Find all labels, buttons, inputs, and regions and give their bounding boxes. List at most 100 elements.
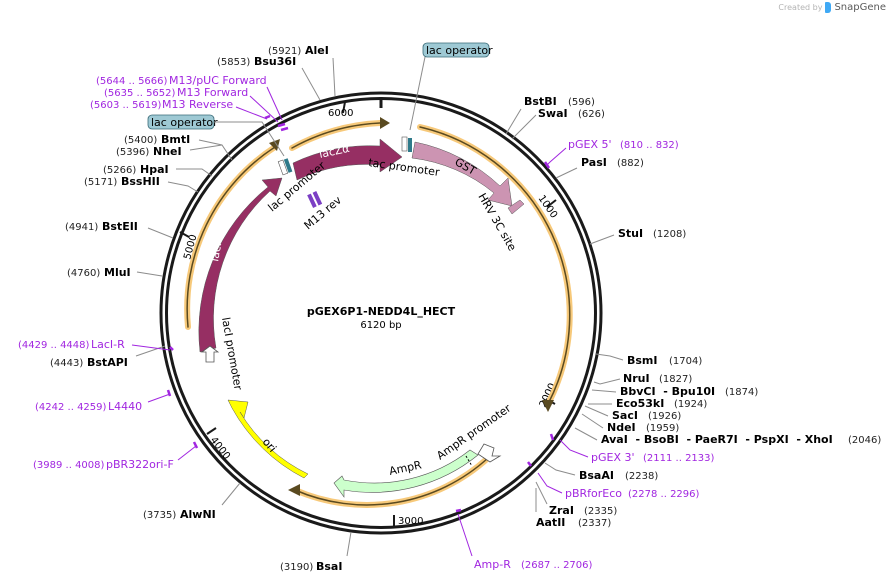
feature-AmpR-promoter[interactable]: [477, 443, 502, 463]
enzyme-BsaI[interactable]: (3190) BsaI: [280, 560, 342, 573]
svg-text:AvaI - BsoBI - PaeR7I - Psp: AvaI - BsoBI - PaeR7I - PspXI - XhoI: [601, 433, 833, 446]
svg-text:(1704): (1704): [669, 356, 702, 367]
svg-text:BsmI: BsmI: [627, 354, 658, 367]
primer-pGEX-3[interactable]: pGEX 3' (2111 .. 2133): [591, 451, 715, 464]
enzyme-NdeI[interactable]: NdeI (1959): [607, 421, 679, 434]
feature-M13-rev-label: M13 rev: [302, 193, 345, 232]
feature-AmpR[interactable]: [333, 449, 479, 498]
svg-text:(1926): (1926): [648, 411, 681, 422]
primer-pBRforEco[interactable]: pBRforEco (2278 .. 2296): [565, 487, 700, 500]
svg-text:AatII: AatII: [536, 516, 565, 529]
svg-text:pGEX 3': pGEX 3': [591, 451, 635, 464]
enzyme-BsmI[interactable]: BsmI (1704): [627, 354, 702, 367]
svg-text:PasI: PasI: [581, 156, 607, 169]
svg-text:(1959): (1959): [646, 423, 679, 434]
primer-M13-Forward[interactable]: (5635 .. 5652) M13 Forward: [104, 86, 248, 99]
plasmid-name: pGEX6P1-NEDD4L_HECT: [307, 305, 456, 318]
lac-operator-label-top[interactable]: lac operator: [422, 42, 493, 58]
svg-text:(810 .. 832): (810 .. 832): [620, 140, 679, 151]
primer-Amp-R[interactable]: Amp-R (2687 .. 2706): [474, 558, 593, 571]
enzyme-SacI[interactable]: SacI (1926): [612, 409, 681, 422]
svg-text:M13 Forward: M13 Forward: [177, 86, 248, 99]
primer-marks-top-left: [264, 114, 289, 132]
feature-lacI-label: lacI: [208, 241, 224, 262]
enzyme-BstAPI[interactable]: (4443) BstAPI: [50, 356, 128, 369]
svg-text:BsaAI: BsaAI: [579, 469, 614, 482]
svg-text:(3735): (3735): [143, 510, 176, 521]
enzyme-BbvCI-Bpu10I[interactable]: BbvCI - Bpu10I (1874): [620, 385, 758, 398]
svg-text:Amp-R: Amp-R: [474, 558, 511, 571]
enzyme-AvaI-XhoI-group[interactable]: AvaI - BsoBI - PaeR7I - PspXI - XhoI (20…: [601, 433, 881, 446]
svg-text:pBRforEco: pBRforEco: [565, 487, 622, 500]
primer-M13-pUC-Forward[interactable]: (5644 .. 5666) M13/pUC Forward: [96, 74, 267, 87]
enzyme-HpaI[interactable]: (5266) HpaI: [103, 163, 169, 176]
enzyme-SwaI[interactable]: SwaI (626): [538, 107, 605, 120]
orf-track: [184, 120, 573, 508]
enzyme-AlwNI[interactable]: (3735) AlwNI: [143, 508, 216, 521]
feature-GST[interactable]: [411, 141, 513, 207]
enzyme-AleI[interactable]: (5921) AleI: [268, 44, 329, 57]
feature-lacI-promoter[interactable]: [200, 345, 220, 363]
feature-lacZa[interactable]: [292, 138, 403, 181]
svg-text:(1208): (1208): [653, 229, 686, 240]
enzyme-NheI[interactable]: (5396) NheI: [116, 145, 182, 158]
svg-text:(5266): (5266): [103, 165, 136, 176]
svg-text:(3989 .. 4008): (3989 .. 4008): [33, 460, 105, 471]
svg-text:(1827): (1827): [659, 374, 692, 385]
svg-text:(5853): (5853): [217, 57, 250, 68]
tick-4000: 4000: [208, 435, 232, 462]
snapgene-logo-icon: [825, 2, 832, 13]
svg-text:StuI: StuI: [618, 227, 643, 240]
primer-L4440[interactable]: (4242 .. 4259) L4440: [35, 400, 142, 413]
primer-pBR322ori-F[interactable]: (3989 .. 4008) pBR322ori-F: [33, 458, 174, 471]
feature-ori[interactable]: [227, 399, 309, 479]
enzyme-Bsu36I[interactable]: (5853) Bsu36I: [217, 55, 296, 68]
svg-text:(5635 .. 5652): (5635 .. 5652): [104, 88, 176, 99]
tick-6000: 6000: [328, 108, 353, 119]
svg-text:MluI: MluI: [104, 266, 131, 279]
svg-text:L4440: L4440: [108, 400, 142, 413]
enzyme-NruI[interactable]: NruI (1827): [623, 372, 692, 385]
svg-text:(5603 .. 5619): (5603 .. 5619): [90, 100, 162, 111]
tac-promoter-mark[interactable]: [401, 136, 412, 152]
lac-promoter-mark[interactable]: [277, 158, 293, 176]
svg-text:(596): (596): [568, 97, 595, 108]
primer-LacI-R[interactable]: (4429 .. 4448) LacI-R: [18, 338, 125, 351]
primer-pGEX-5[interactable]: pGEX 5' (810 .. 832): [568, 138, 679, 151]
svg-text:(2335): (2335): [584, 506, 617, 517]
svg-text:HpaI: HpaI: [140, 163, 169, 176]
primer-M13-Reverse[interactable]: (5603 .. 5619) M13 Reverse: [90, 98, 233, 111]
enzyme-PasI[interactable]: PasI (882): [581, 156, 644, 169]
enzyme-MluI[interactable]: (4760) MluI: [67, 266, 131, 279]
ampr-dashed-marker: [465, 455, 473, 467]
enzyme-BssHII[interactable]: (5171) BssHII: [84, 175, 160, 188]
svg-text:M13/pUC Forward: M13/pUC Forward: [169, 74, 267, 87]
enzyme-BstEII[interactable]: (4941) BstEII: [65, 220, 138, 233]
enzyme-ZraI[interactable]: ZraI (2335): [549, 504, 617, 517]
svg-text:LacI-R: LacI-R: [91, 338, 125, 351]
enzyme-StuI[interactable]: StuI (1208): [618, 227, 686, 240]
svg-text:(5396): (5396): [116, 147, 149, 158]
svg-text:BmtI: BmtI: [161, 133, 190, 146]
svg-text:(5400): (5400): [124, 135, 157, 146]
feature-HRV-3C-site[interactable]: [507, 199, 525, 215]
enzyme-Eco53kI[interactable]: Eco53kI (1924): [616, 397, 707, 410]
enzyme-BmtI[interactable]: (5400) BmtI: [124, 133, 190, 146]
svg-text:(882): (882): [617, 158, 644, 169]
feature-lacI[interactable]: [198, 177, 283, 353]
enzyme-BsaAI[interactable]: BsaAI (2238): [579, 469, 658, 482]
svg-text:AleI: AleI: [305, 44, 329, 57]
lac-operator-label-left[interactable]: lac operator: [147, 114, 218, 130]
enzyme-BstBI[interactable]: BstBI (596): [524, 95, 595, 108]
svg-text:(5644 .. 5666): (5644 .. 5666): [96, 76, 168, 87]
snapgene-credit: Created by SnapGene: [778, 2, 886, 13]
lac-operator-left-text: lac operator: [151, 116, 218, 129]
feature-ori-label: ori: [260, 436, 279, 455]
svg-text:AlwNI: AlwNI: [180, 508, 216, 521]
svg-text:(3190): (3190): [280, 562, 313, 573]
svg-text:ZraI: ZraI: [549, 504, 574, 517]
enzyme-AatII[interactable]: AatII (2337): [536, 516, 611, 529]
feature-M13-rev[interactable]: [307, 191, 323, 208]
svg-text:(2046): (2046): [848, 435, 881, 446]
credit-brand: SnapGene: [834, 2, 886, 13]
